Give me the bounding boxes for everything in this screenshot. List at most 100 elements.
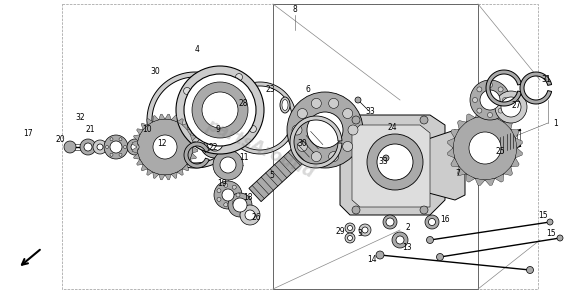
Text: 23: 23: [265, 86, 275, 94]
Polygon shape: [159, 174, 165, 180]
Circle shape: [329, 152, 339, 162]
Circle shape: [298, 108, 307, 119]
Circle shape: [498, 108, 503, 113]
Text: 22: 22: [208, 144, 218, 153]
Circle shape: [223, 183, 228, 187]
Polygon shape: [495, 174, 504, 182]
Circle shape: [119, 153, 122, 156]
Polygon shape: [134, 153, 140, 159]
Circle shape: [236, 74, 243, 80]
Text: 24: 24: [387, 122, 397, 131]
Polygon shape: [451, 129, 459, 138]
Circle shape: [153, 135, 177, 159]
Polygon shape: [182, 123, 189, 130]
Text: 31: 31: [541, 75, 551, 85]
Circle shape: [84, 143, 92, 151]
Polygon shape: [451, 158, 459, 167]
Circle shape: [292, 125, 302, 135]
Text: 12: 12: [157, 139, 167, 148]
Circle shape: [383, 215, 397, 229]
Circle shape: [240, 205, 260, 225]
Polygon shape: [153, 172, 159, 179]
Polygon shape: [192, 141, 198, 147]
Circle shape: [383, 155, 389, 161]
Text: 33: 33: [365, 108, 375, 117]
Text: 13: 13: [402, 243, 412, 252]
Circle shape: [202, 92, 238, 128]
Circle shape: [477, 108, 482, 113]
Polygon shape: [340, 115, 445, 215]
Circle shape: [343, 142, 353, 151]
Circle shape: [222, 189, 234, 201]
Text: 29: 29: [335, 227, 345, 237]
Circle shape: [495, 91, 527, 123]
Text: 8: 8: [292, 5, 298, 15]
Circle shape: [526, 266, 533, 274]
Polygon shape: [448, 138, 455, 148]
Circle shape: [359, 224, 371, 236]
Polygon shape: [475, 179, 485, 185]
Circle shape: [184, 74, 256, 146]
Circle shape: [123, 145, 126, 148]
Circle shape: [233, 198, 247, 212]
Circle shape: [428, 218, 435, 226]
Polygon shape: [187, 159, 193, 165]
Polygon shape: [515, 138, 522, 148]
Polygon shape: [457, 120, 466, 129]
Text: 20: 20: [55, 136, 65, 145]
Text: 16: 16: [440, 215, 450, 224]
Text: 19: 19: [217, 179, 227, 187]
Polygon shape: [224, 82, 296, 154]
Polygon shape: [485, 111, 495, 118]
Circle shape: [547, 219, 553, 225]
Polygon shape: [466, 174, 475, 182]
Circle shape: [217, 197, 221, 201]
Text: 9: 9: [215, 125, 221, 134]
Polygon shape: [485, 179, 495, 185]
Polygon shape: [177, 119, 183, 125]
Circle shape: [228, 193, 252, 217]
Circle shape: [347, 235, 353, 240]
Polygon shape: [495, 114, 504, 122]
Text: 11: 11: [239, 153, 249, 162]
Circle shape: [80, 139, 96, 155]
Circle shape: [420, 206, 428, 214]
Text: 27: 27: [511, 100, 521, 109]
Text: 14: 14: [367, 254, 377, 263]
Circle shape: [503, 97, 508, 103]
Polygon shape: [132, 147, 138, 153]
Circle shape: [453, 116, 517, 180]
Polygon shape: [141, 164, 148, 171]
Text: 30: 30: [297, 139, 307, 148]
Circle shape: [498, 87, 503, 92]
Polygon shape: [192, 147, 198, 153]
Circle shape: [345, 233, 355, 243]
Polygon shape: [137, 129, 143, 135]
Circle shape: [217, 189, 221, 193]
Circle shape: [343, 108, 353, 119]
Circle shape: [352, 206, 360, 214]
Polygon shape: [141, 123, 148, 130]
Circle shape: [110, 138, 113, 141]
Polygon shape: [504, 120, 512, 129]
Polygon shape: [515, 148, 522, 158]
Polygon shape: [466, 114, 475, 122]
Circle shape: [307, 112, 343, 148]
Circle shape: [64, 141, 76, 153]
Circle shape: [137, 119, 193, 175]
Circle shape: [197, 139, 204, 146]
Bar: [273, 4, 478, 289]
Circle shape: [298, 142, 307, 151]
Polygon shape: [165, 114, 171, 120]
Circle shape: [104, 135, 128, 159]
Circle shape: [501, 97, 521, 117]
Polygon shape: [147, 169, 153, 175]
Text: 28: 28: [238, 99, 248, 108]
Circle shape: [355, 97, 361, 103]
Circle shape: [392, 232, 408, 248]
Polygon shape: [159, 114, 165, 120]
Polygon shape: [290, 116, 342, 168]
Polygon shape: [190, 135, 196, 141]
Ellipse shape: [282, 100, 288, 111]
Circle shape: [312, 98, 321, 108]
